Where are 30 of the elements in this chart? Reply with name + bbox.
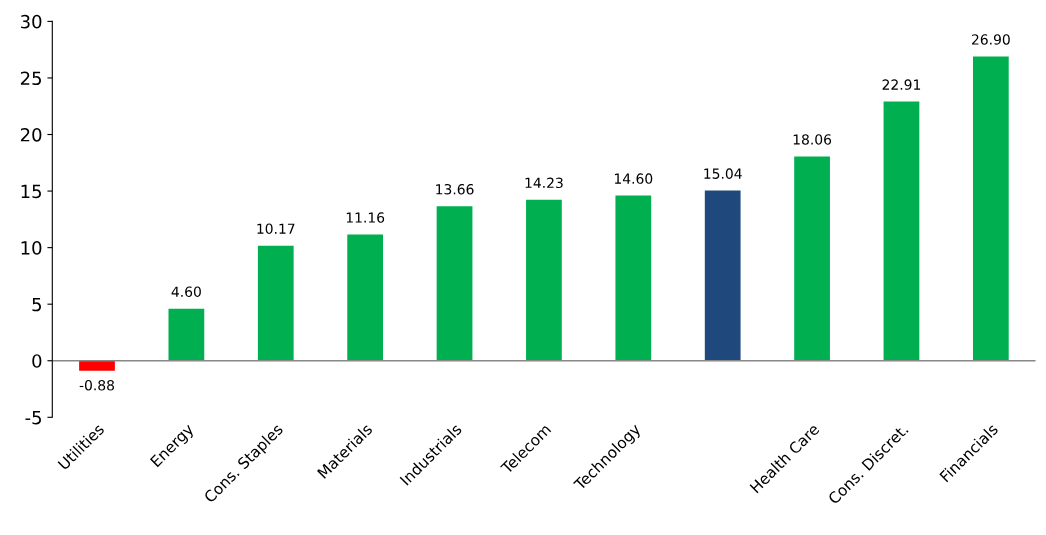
data-label: 14.60 bbox=[614, 173, 653, 184]
data-label: 15.04 bbox=[704, 168, 742, 179]
bar bbox=[794, 156, 830, 361]
bar bbox=[168, 308, 205, 361]
bar bbox=[79, 360, 115, 371]
data-label: -0.88 bbox=[79, 379, 115, 391]
data-label: 13.66 bbox=[436, 183, 474, 195]
y-tick-label: -5 bbox=[25, 411, 41, 425]
data-label: 14.23 bbox=[525, 177, 563, 189]
bar bbox=[347, 234, 384, 361]
data-label: 22.91 bbox=[882, 79, 921, 90]
bar bbox=[615, 195, 652, 361]
bar bbox=[436, 206, 473, 361]
y-tick-label: 20 bbox=[20, 127, 42, 142]
bar bbox=[883, 101, 920, 361]
data-label: 4.60 bbox=[171, 286, 201, 297]
data-label: 10.17 bbox=[257, 223, 295, 234]
bar bbox=[526, 199, 562, 361]
y-tick-label: 15 bbox=[21, 184, 41, 199]
bar bbox=[704, 190, 741, 361]
data-label: 18.06 bbox=[793, 134, 832, 145]
y-tick-label: 0 bbox=[32, 354, 42, 368]
y-tick-label: 30 bbox=[20, 14, 42, 29]
y-tick-label: 25 bbox=[20, 71, 41, 86]
data-label: 11.16 bbox=[346, 212, 385, 223]
data-label: 26.90 bbox=[971, 34, 1010, 45]
y-tick-label: 10 bbox=[21, 241, 42, 255]
y-tick-label: 5 bbox=[32, 297, 41, 312]
bar bbox=[972, 56, 1009, 361]
bar bbox=[257, 245, 294, 361]
